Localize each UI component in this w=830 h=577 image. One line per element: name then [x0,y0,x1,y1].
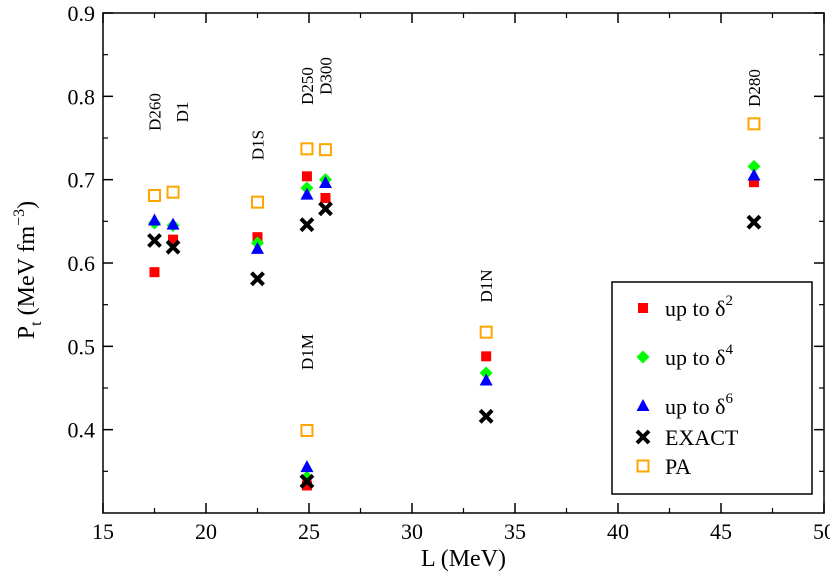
point-pa [166,185,180,199]
point-up-to-2 [301,480,312,491]
point-pa [479,325,493,339]
point-pa [747,117,761,131]
point-pa [148,189,161,202]
point-up-to-6 [166,217,180,230]
annotation-label: D1M [298,334,317,370]
legend-marker [638,303,648,313]
x-tick-label: 25 [298,519,320,544]
point-exact [147,233,162,248]
y-tick-label: 0.6 [68,251,96,276]
point-up-to-6 [300,187,314,200]
point-exact [299,473,315,489]
point-pa [300,142,314,156]
legend-entry: EXACT [665,425,739,450]
point-pa [300,424,314,437]
point-up-to-2 [481,351,492,362]
point-exact [165,239,181,255]
point-exact [250,271,265,287]
legend-marker [636,399,650,411]
point-up-to-2 [748,177,759,188]
annotation-label: D260 [146,93,165,131]
y-tick-label: 0.9 [68,1,96,26]
point-exact [746,214,762,230]
point-up-to-6 [148,213,161,226]
y-axis-title: Pt (MeV fm−3) [11,201,45,339]
x-tick-label: 45 [710,519,732,544]
legend-marker [636,350,650,364]
y-tick-label: 0.7 [68,168,96,193]
legend-entry: up to δ2 [665,293,733,321]
legend-marker [636,459,650,473]
x-tick-label: 20 [195,519,217,544]
y-tick-label: 0.4 [68,418,96,443]
legend-box [611,281,813,495]
annotation-label: D250 [298,67,317,105]
point-up-to-6 [479,373,493,386]
legend-entry: PA [665,454,691,479]
legend-entry: up to δ6 [665,391,733,419]
y-tick-label: 0.8 [68,84,96,109]
point-exact [299,217,315,233]
point-up-to-2 [301,171,312,182]
annotation-label: D300 [316,57,335,95]
x-tick-label: 30 [401,519,423,544]
point-up-to-2 [320,193,331,203]
x-tick-label: 15 [92,519,114,544]
point-up-to-6 [747,168,761,181]
x-tick-label: 50 [813,519,830,544]
point-exact [318,201,333,217]
x-tick-label: 40 [607,519,629,544]
point-exact [478,408,494,424]
point-up-to-4 [747,159,761,173]
point-up-to-6 [300,460,314,473]
annotation-label: D1 [173,102,192,123]
annotation-label: D1S [249,130,268,160]
legend-entry: up to δ4 [665,342,733,370]
point-pa [318,143,332,157]
point-up-to-6 [251,241,264,254]
annotation-label: D280 [745,69,764,107]
annotation-label: D1N [477,269,496,302]
x-axis-title: L (MeV) [421,546,506,572]
x-tick-label: 35 [504,519,526,544]
point-pa [251,195,264,209]
point-up-to-2 [168,234,179,245]
point-up-to-6 [318,176,332,188]
y-tick-label: 0.5 [68,334,96,359]
point-up-to-4 [479,366,493,380]
point-up-to-2 [149,267,160,278]
legend-marker [635,429,651,445]
